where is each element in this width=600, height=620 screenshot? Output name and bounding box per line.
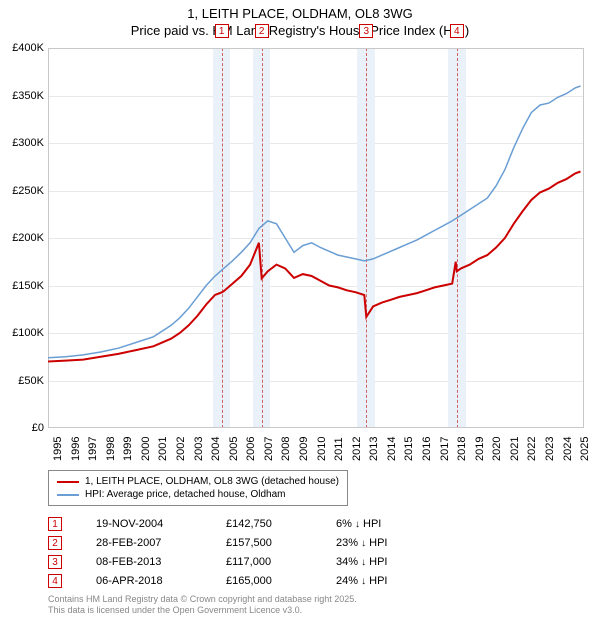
x-tick-label: 2018 <box>456 437 468 461</box>
sales-date: 08-FEB-2013 <box>96 556 226 568</box>
sales-date: 28-FEB-2007 <box>96 537 226 549</box>
y-tick-label: £400K <box>12 42 44 54</box>
legend-label: 1, LEITH PLACE, OLDHAM, OL8 3WG (detache… <box>85 476 339 487</box>
x-tick-label: 1997 <box>87 437 99 461</box>
x-tick-label: 2005 <box>228 437 240 461</box>
sales-table-row: 3 08-FEB-2013£117,00034% ↓ HPI <box>48 552 436 571</box>
sales-price: £157,500 <box>226 537 336 549</box>
x-tick-label: 2024 <box>562 437 574 461</box>
x-tick-label: 2009 <box>298 437 310 461</box>
sales-date: 06-APR-2018 <box>96 575 226 587</box>
x-tick-label: 1996 <box>70 437 82 461</box>
y-tick-label: £0 <box>32 422 44 434</box>
x-tick-label: 2019 <box>474 437 486 461</box>
sales-idx: 2 <box>48 536 62 550</box>
x-tick-label: 2017 <box>439 437 451 461</box>
sales-date: 19-NOV-2004 <box>96 518 226 530</box>
arrow-down-icon: ↓ <box>361 576 366 587</box>
x-tick-label: 2000 <box>140 437 152 461</box>
x-tick-label: 1998 <box>105 437 117 461</box>
sales-diff: 23% ↓ HPI <box>336 537 436 549</box>
x-tick-label: 2008 <box>280 437 292 461</box>
sales-idx: 3 <box>48 555 62 569</box>
x-tick-label: 2010 <box>316 437 328 461</box>
sales-idx: 4 <box>48 574 62 588</box>
sale-marker: 1 <box>215 24 229 38</box>
legend-item: 1, LEITH PLACE, OLDHAM, OL8 3WG (detache… <box>57 475 339 488</box>
y-tick-label: £300K <box>12 137 44 149</box>
sale-marker: 4 <box>450 24 464 38</box>
arrow-down-icon: ↓ <box>355 519 360 530</box>
x-tick-label: 2012 <box>351 437 363 461</box>
x-tick-label: 2013 <box>368 437 380 461</box>
y-tick-label: £350K <box>12 90 44 102</box>
sales-price: £142,750 <box>226 518 336 530</box>
sales-price: £117,000 <box>226 556 336 568</box>
x-tick-label: 2002 <box>175 437 187 461</box>
legend-swatch <box>57 481 79 483</box>
legend: 1, LEITH PLACE, OLDHAM, OL8 3WG (detache… <box>48 470 348 506</box>
y-tick-label: £50K <box>18 375 44 387</box>
chart-title-line2: Price paid vs. HM Land Registry's House … <box>0 23 600 38</box>
y-tick-label: £150K <box>12 280 44 292</box>
chart-title-line1: 1, LEITH PLACE, OLDHAM, OL8 3WG <box>0 6 600 21</box>
sales-table: 1 19-NOV-2004£142,7506% ↓ HPI 2 28-FEB-2007… <box>48 514 436 590</box>
x-tick-label: 2021 <box>509 437 521 461</box>
x-tick-label: 2003 <box>193 437 205 461</box>
sales-diff: 34% ↓ HPI <box>336 556 436 568</box>
legend-item: HPI: Average price, detached house, Oldh… <box>57 488 339 501</box>
sales-diff: 24% ↓ HPI <box>336 575 436 587</box>
arrow-down-icon: ↓ <box>361 538 366 549</box>
x-tick-label: 2004 <box>210 437 222 461</box>
x-tick-label: 2011 <box>333 437 345 461</box>
sale-marker: 3 <box>359 24 373 38</box>
x-tick-label: 2023 <box>544 437 556 461</box>
legend-swatch <box>57 494 79 496</box>
y-tick-label: £250K <box>12 185 44 197</box>
x-tick-label: 1999 <box>122 437 134 461</box>
x-tick-label: 2007 <box>263 437 275 461</box>
sales-table-row: 4 06-APR-2018£165,00024% ↓ HPI <box>48 571 436 590</box>
sales-price: £165,000 <box>226 575 336 587</box>
chart-lines <box>48 48 584 428</box>
footer-line2: This data is licensed under the Open Gov… <box>48 605 357 616</box>
legend-label: HPI: Average price, detached house, Oldh… <box>85 489 286 500</box>
sales-idx: 1 <box>48 517 62 531</box>
x-tick-label: 2006 <box>245 437 257 461</box>
x-tick-label: 2025 <box>579 437 591 461</box>
x-tick-label: 2022 <box>526 437 538 461</box>
sale-marker: 2 <box>255 24 269 38</box>
x-tick-label: 2016 <box>421 437 433 461</box>
x-tick-label: 2015 <box>403 437 415 461</box>
arrow-down-icon: ↓ <box>361 557 366 568</box>
x-tick-label: 2001 <box>157 437 169 461</box>
y-tick-label: £200K <box>12 232 44 244</box>
y-tick-label: £100K <box>12 327 44 339</box>
series-property <box>48 172 581 362</box>
sales-table-row: 1 19-NOV-2004£142,7506% ↓ HPI <box>48 514 436 533</box>
footer-line1: Contains HM Land Registry data © Crown c… <box>48 594 357 605</box>
x-tick-label: 2020 <box>491 437 503 461</box>
footer-note: Contains HM Land Registry data © Crown c… <box>48 594 357 617</box>
x-tick-label: 2014 <box>386 437 398 461</box>
x-tick-label: 1995 <box>52 437 64 461</box>
chart-area: 1234 £0£50K£100K£150K£200K£250K£300K£350… <box>48 48 584 428</box>
sales-table-row: 2 28-FEB-2007£157,50023% ↓ HPI <box>48 533 436 552</box>
series-hpi <box>48 86 581 358</box>
sales-diff: 6% ↓ HPI <box>336 518 436 530</box>
